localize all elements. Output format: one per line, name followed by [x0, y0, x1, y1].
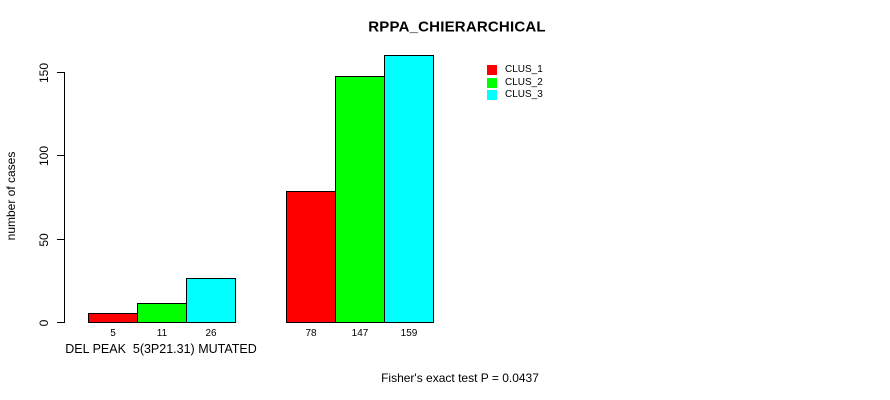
y-tick-mark: [57, 72, 64, 73]
bar-value-label: 11: [156, 328, 168, 339]
chart-title: RPPA_CHIERARCHICAL: [368, 18, 546, 36]
legend-item: CLUS_3: [487, 89, 543, 101]
legend-item: CLUS_1: [487, 64, 543, 76]
legend-swatch-clus_2: [487, 77, 497, 88]
bar-clus_2-group1: [137, 303, 187, 323]
y-axis-line: [64, 72, 65, 323]
y-tick-label: 100: [37, 145, 51, 166]
bar-clus_3-group1: [186, 278, 236, 323]
legend-swatch-clus_1: [487, 65, 497, 76]
bar-clus_1-group1: [88, 313, 138, 323]
y-tick-label: 50: [37, 232, 51, 247]
legend-label: CLUS_3: [505, 88, 543, 100]
y-tick-mark: [57, 155, 64, 156]
y-tick-mark: [57, 322, 64, 323]
bar-value-label: 26: [205, 328, 217, 339]
bar-clus_3-group2: [384, 55, 434, 323]
category-label: DEL PEAK 5(3P21.31) MUTATED: [65, 342, 257, 356]
legend-label: CLUS_1: [505, 64, 543, 76]
bar-clus_1-group2: [286, 191, 336, 323]
bar-clus_2-group2: [335, 76, 385, 323]
y-tick-mark: [57, 239, 64, 240]
legend-label: CLUS_2: [505, 76, 543, 88]
y-tick-label: 150: [37, 62, 51, 83]
legend-swatch-clus_3: [487, 89, 497, 100]
y-tick-label: 0: [37, 319, 51, 326]
y-axis-label: number of cases: [4, 151, 18, 241]
bar-value-label: 78: [305, 328, 317, 339]
legend: CLUS_1 CLUS_2 CLUS_3: [487, 64, 543, 101]
bar-value-label: 159: [400, 328, 418, 339]
bar-value-label: 5: [110, 328, 116, 339]
bar-value-label: 147: [351, 328, 369, 339]
annotation-text: Fisher's exact test P = 0.0437: [381, 371, 539, 385]
legend-item: CLUS_2: [487, 76, 543, 88]
